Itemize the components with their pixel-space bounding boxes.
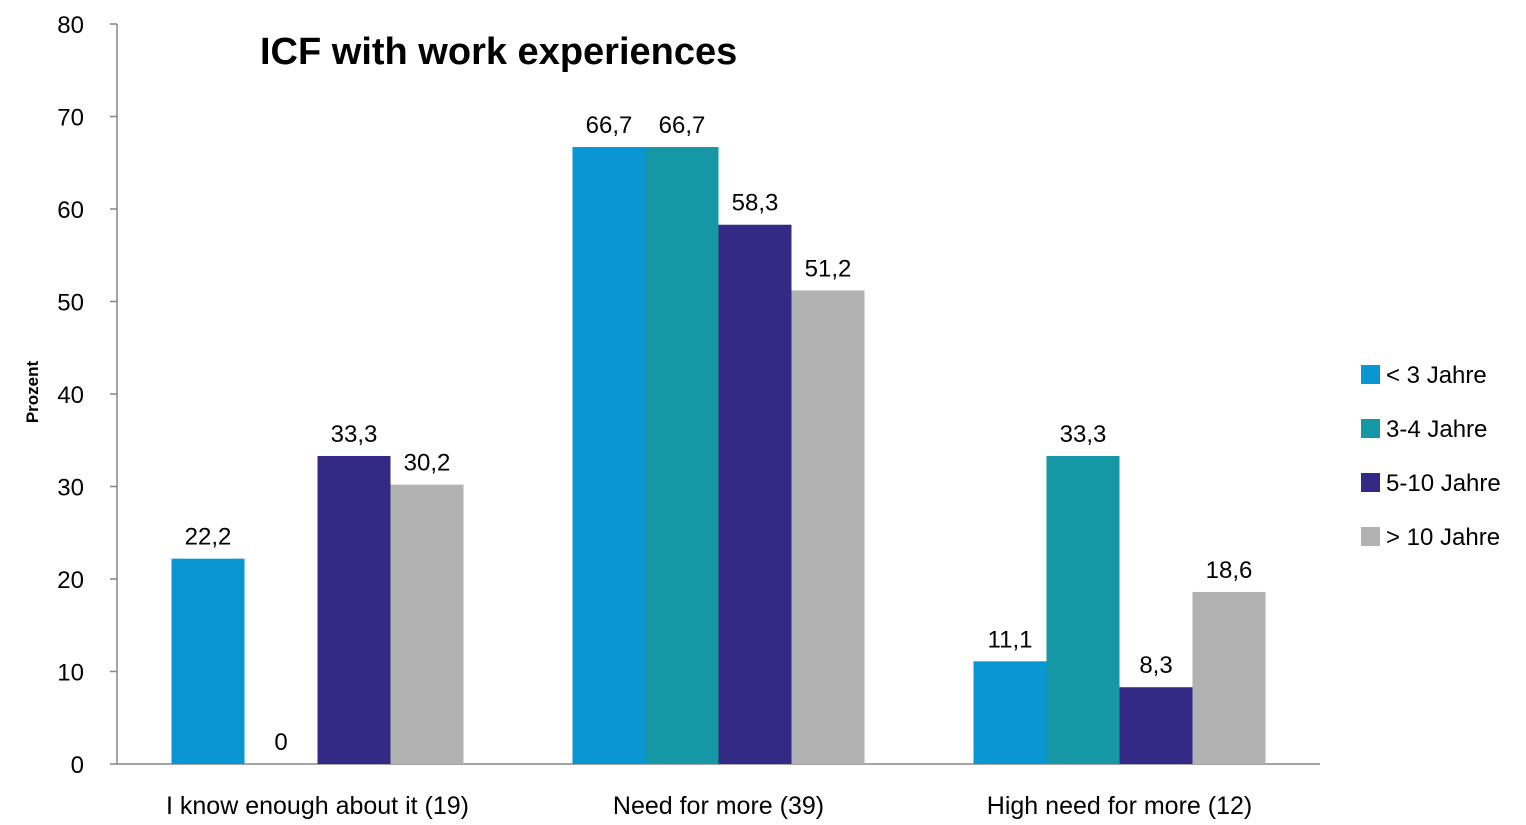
y-tick-label: 0: [71, 752, 84, 779]
legend-swatch: [1361, 419, 1380, 438]
data-labels: 22,2 0 33,3 30,2 66,7 66,7 58,3 51,2 11,1 33,3 8,3…: [185, 112, 1253, 756]
y-tick-label: 20: [57, 567, 84, 594]
data-label: 11,1: [988, 626, 1033, 653]
legend-swatch: [1361, 365, 1380, 384]
bar: [645, 147, 719, 764]
data-label: 8,3: [1139, 652, 1172, 679]
data-label: 33,3: [331, 421, 378, 448]
data-label: 51,2: [805, 255, 852, 282]
bar: [1119, 687, 1193, 764]
legend-item-label: 5-10 Jahre: [1386, 470, 1501, 497]
data-label: 66,7: [659, 112, 706, 139]
bar: [317, 455, 391, 764]
legend-swatch: [1361, 527, 1380, 546]
bar: [390, 484, 464, 764]
y-tick-label: 10: [57, 660, 84, 687]
legend-swatch: [1361, 473, 1380, 492]
y-tick-label: 40: [57, 382, 84, 409]
bar: [1046, 455, 1120, 764]
y-tick-label: 50: [57, 290, 84, 317]
data-label: 0: [274, 729, 287, 756]
legend-item-label: > 10 Jahre: [1386, 524, 1500, 551]
y-tick-label: 70: [57, 105, 84, 132]
y-ticks: 0 10 20 30 40 50 60 70 80: [57, 12, 117, 779]
data-label: 18,6: [1206, 557, 1253, 584]
legend-item-label: 3-4 Jahre: [1386, 416, 1487, 443]
bars: [171, 147, 1266, 765]
chart-title: ICF with work experiences: [260, 31, 737, 73]
data-label: 22,2: [185, 524, 232, 551]
category-labels: I know enough about it (19) Need for more…: [166, 792, 1252, 820]
data-label: 58,3: [732, 190, 779, 217]
bar: [171, 558, 245, 764]
x-category-label: Need for more (39): [613, 792, 824, 820]
bar: [973, 661, 1047, 764]
y-tick-label: 60: [57, 197, 84, 224]
y-tick-label: 30: [57, 475, 84, 502]
bar: [1192, 591, 1266, 764]
legend-item-label: < 3 Jahre: [1386, 362, 1487, 389]
bar: [791, 290, 865, 764]
x-category-label: I know enough about it (19): [166, 792, 469, 820]
y-tick-label: 80: [57, 12, 84, 39]
data-label: 33,3: [1060, 421, 1107, 448]
data-label: 66,7: [586, 112, 633, 139]
legend: < 3 Jahre 3-4 Jahre 5-10 Jahre > 10 Jahre: [1361, 362, 1501, 551]
x-category-label: High need for more (12): [987, 792, 1252, 820]
bar: [718, 224, 792, 765]
y-axis-label: Prozent: [23, 360, 42, 423]
data-label: 30,2: [404, 450, 451, 477]
bar: [572, 147, 646, 764]
